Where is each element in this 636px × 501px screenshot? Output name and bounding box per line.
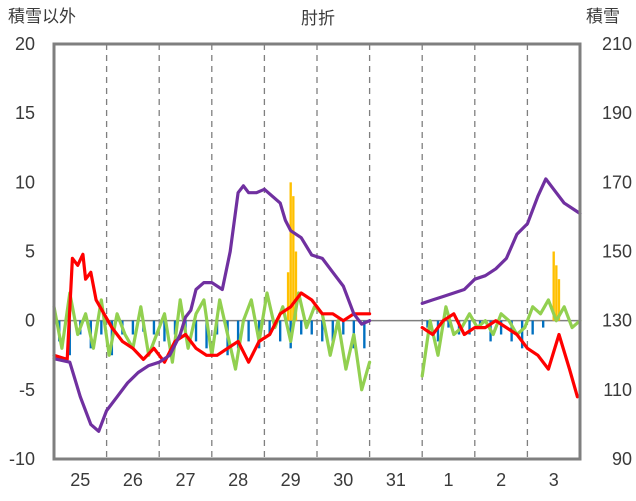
bar <box>163 320 166 342</box>
bar <box>236 320 240 349</box>
bar <box>286 272 290 321</box>
y-tick-right: 110 <box>603 380 632 400</box>
y-tick-left: -10 <box>9 449 35 469</box>
y-tick-left: 20 <box>15 34 35 54</box>
bar <box>100 320 103 335</box>
bar <box>321 320 324 342</box>
y-tick-right: 90 <box>612 449 632 469</box>
bar <box>331 320 334 342</box>
bar <box>152 320 156 335</box>
y-axis-left-label: 積雪以外 <box>8 7 76 27</box>
y-tick-left: 10 <box>15 172 35 192</box>
x-tick-label: 25 <box>70 470 90 490</box>
y-axis-left: 20 15 10 5 0 -5 -10 <box>9 34 35 469</box>
x-tick-label: 30 <box>333 470 353 490</box>
x-tick-label: 1 <box>443 470 453 490</box>
gridlines <box>54 44 580 459</box>
x-tick-label: 28 <box>228 470 248 490</box>
y-tick-right: 190 <box>602 103 632 123</box>
bar <box>289 182 292 321</box>
y-tick-left: 0 <box>25 311 35 331</box>
bar <box>499 320 503 335</box>
chart-title: 肘折 <box>301 9 335 29</box>
bar <box>531 320 534 335</box>
bar <box>426 320 429 328</box>
bar <box>268 320 271 335</box>
x-tick-label: 31 <box>386 470 406 490</box>
y-tick-right: 210 <box>602 34 632 54</box>
bar <box>555 265 558 321</box>
bar <box>447 320 450 328</box>
lines-layer <box>52 177 582 433</box>
bar <box>131 320 135 335</box>
x-tick-label: 2 <box>496 470 506 490</box>
y-tick-left: 15 <box>15 103 35 123</box>
x-tick-label: 3 <box>549 470 559 490</box>
bar <box>520 320 524 349</box>
bars-layer <box>58 182 561 356</box>
bar <box>194 320 198 342</box>
bar <box>294 251 298 321</box>
series-line <box>420 177 582 305</box>
bar <box>173 320 177 335</box>
x-tick-label: 27 <box>175 470 195 490</box>
series-line <box>420 312 579 399</box>
series-line <box>52 184 372 433</box>
bar <box>541 320 545 328</box>
bar <box>310 320 313 335</box>
bar <box>300 320 303 335</box>
bar <box>436 320 440 342</box>
x-axis: 25 26 27 28 29 30 31 1 2 3 <box>70 470 558 490</box>
bar <box>557 279 561 321</box>
y-tick-left: -5 <box>19 380 35 400</box>
y-tick-right: 130 <box>602 311 632 331</box>
y-tick-left: 5 <box>25 242 35 262</box>
y-tick-right: 150 <box>602 242 632 262</box>
series-line <box>52 252 372 364</box>
bar <box>278 320 282 342</box>
bar <box>363 320 366 349</box>
bar <box>205 320 208 349</box>
bar <box>468 320 471 335</box>
x-tick-label: 26 <box>123 470 143 490</box>
bar <box>247 320 250 342</box>
bar <box>292 196 295 321</box>
y-tick-right: 170 <box>602 172 632 192</box>
y-axis-right-label: 積雪 <box>586 7 620 27</box>
bar <box>342 320 345 335</box>
bar <box>552 251 555 321</box>
y-axis-right: 210 190 170 150 130 110 90 <box>602 34 632 469</box>
plot-frame <box>52 42 582 461</box>
x-tick-label: 29 <box>281 470 301 490</box>
